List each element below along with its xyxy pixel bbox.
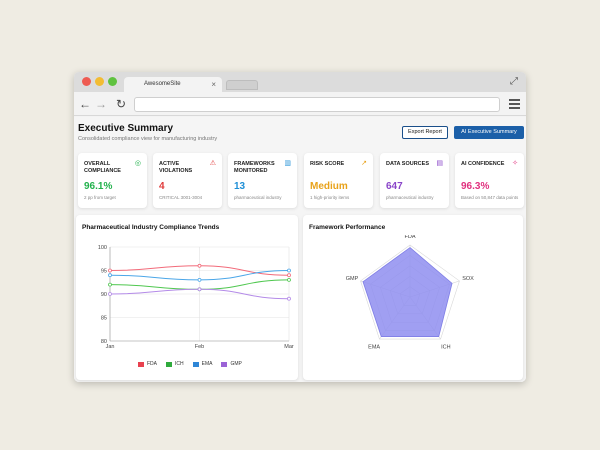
framework-title: Framework Performance — [309, 224, 386, 231]
card-ai-confidence[interactable]: AI CONFIDENCE ✧ 96.3% Based on 50,847 da… — [455, 153, 524, 208]
card-label: AI CONFIDENCE — [461, 161, 505, 167]
radar-axis-label: SOX — [462, 276, 474, 282]
radar-axis-label: EMA — [368, 344, 380, 350]
card-overall-compliance[interactable]: OVERALL COMPLIANCE ◎ 96.1% 2 pp from tar… — [78, 153, 147, 208]
card-value: 96.1% — [84, 181, 113, 192]
url-input[interactable] — [134, 97, 500, 112]
data-point-fda — [197, 263, 202, 268]
trends-title: Pharmaceutical Industry Compliance Trend… — [82, 224, 220, 231]
card-note: 1 high-priority items — [310, 195, 350, 200]
title-bar: AwesomeSite × ⤢ — [74, 72, 526, 93]
framework-panel: Framework Performance FDA SOX ICH EMA GMP — [303, 215, 523, 380]
back-arrow-icon[interactable]: ← — [79, 97, 91, 111]
legend-swatch — [166, 361, 172, 367]
legend-label: GMP — [230, 361, 242, 367]
card-frameworks-monitored[interactable]: FRAMEWORKS MONITORED ▥ 13 pharmaceutical… — [228, 153, 297, 208]
nav-bar: ← → ↻ — [74, 92, 526, 116]
bar-chart-icon: ▥ — [284, 160, 291, 167]
radar-axis-label: GMP — [346, 276, 359, 282]
card-label: DATA SOURCES — [386, 161, 429, 167]
radar-chart: FDA SOX ICH EMA GMP — [346, 235, 474, 350]
page-content: Executive Summary Consolidated complianc… — [74, 117, 526, 382]
database-icon: ▤ — [436, 160, 443, 167]
card-value: 96.3% — [461, 181, 490, 192]
data-point-fda — [287, 273, 291, 278]
data-point-gmp — [108, 292, 112, 296]
card-label: RISK SCORE — [310, 161, 345, 167]
radar-area — [362, 247, 453, 337]
tab-title: AwesomeSite — [144, 81, 181, 87]
browser-tab[interactable]: AwesomeSite × — [124, 77, 222, 93]
legend-item-ema[interactable]: EMA — [192, 361, 213, 367]
legend-label: EMA — [201, 361, 213, 367]
card-label: OVERALL COMPLIANCE — [84, 161, 121, 174]
expand-icon[interactable]: ⤢ — [510, 76, 518, 87]
card-value: 4 — [159, 181, 165, 192]
close-window-button[interactable] — [82, 77, 91, 86]
card-note: pharmaceutical industry — [234, 195, 282, 200]
card-label: FRAMEWORKS MONITORED — [234, 161, 275, 174]
legend-item-gmp[interactable]: GMP — [221, 361, 242, 367]
radar-axis-label: ICH — [441, 344, 451, 350]
card-note: Based on 50,847 data points — [461, 195, 519, 200]
data-point-ema — [108, 273, 112, 278]
y-tick-label: 80 — [101, 339, 107, 345]
x-tick-label: Feb — [195, 344, 204, 350]
radar-grid-ring — [360, 244, 460, 340]
new-tab-button[interactable] — [226, 80, 258, 90]
legend-swatch — [192, 361, 199, 367]
x-tick-label: Jan — [106, 344, 115, 350]
page-subtitle: Consolidated compliance view for manufac… — [78, 136, 218, 142]
card-label: ACTIVE VIOLATIONS — [159, 161, 193, 174]
card-note: CRITICAL 3001-3004 — [159, 195, 203, 200]
data-point-gmp — [197, 287, 202, 292]
card-value: Medium — [310, 181, 348, 192]
trend-icon: ↗ — [361, 160, 367, 167]
hamburger-menu-icon[interactable] — [509, 99, 520, 109]
export-report-button[interactable]: Export Report — [402, 126, 448, 139]
legend-swatch — [138, 361, 144, 367]
chart-legend: FDA ICH EMA GMP — [138, 361, 242, 367]
tab-close-icon[interactable]: × — [211, 80, 216, 89]
ai-summary-button[interactable]: AI Executive Summary — [454, 126, 524, 139]
data-point-ema — [287, 268, 291, 273]
browser-window: AwesomeSite × ⤢ ← → ↻ Executive Summary … — [74, 72, 526, 382]
legend-item-ich[interactable]: ICH — [166, 361, 184, 367]
y-tick-label: 100 — [98, 245, 107, 251]
reload-icon[interactable]: ↻ — [115, 97, 127, 111]
card-note: pharmaceutical industry — [386, 195, 434, 200]
x-tick-label: Mar — [284, 344, 294, 350]
card-value: 13 — [234, 181, 246, 192]
y-tick-label: 95 — [101, 269, 107, 275]
forward-arrow-icon[interactable]: → — [95, 97, 107, 111]
data-point-ema — [197, 278, 202, 282]
card-data-sources[interactable]: DATA SOURCES ▤ 647 pharmaceutical indust… — [380, 153, 449, 208]
card-note: 2 pp from target — [84, 195, 116, 200]
sparkle-icon: ✧ — [512, 160, 518, 167]
maximize-window-button[interactable] — [108, 77, 117, 86]
radar-axis-label: FDA — [405, 235, 416, 240]
legend-swatch — [221, 361, 228, 367]
card-risk-score[interactable]: RISK SCORE ↗ Medium 1 high-priority item… — [304, 153, 373, 208]
y-tick-label: 90 — [101, 292, 107, 298]
data-point-fda — [108, 268, 112, 273]
target-icon: ◎ — [134, 160, 141, 167]
card-active-violations[interactable]: ACTIVE VIOLATIONS ⚠ 4 CRITICAL 3001-3004 — [153, 153, 222, 208]
legend-item-fda[interactable]: FDA — [138, 361, 157, 367]
data-point-ich — [108, 282, 112, 287]
legend-label: ICH — [175, 361, 184, 367]
data-point-ich — [287, 278, 291, 282]
minimize-window-button[interactable] — [95, 77, 104, 86]
warning-icon: ⚠ — [209, 160, 216, 167]
y-tick-label: 85 — [101, 316, 107, 322]
legend-label: FDA — [147, 361, 157, 367]
page-title: Executive Summary — [78, 123, 174, 134]
trends-panel: Pharmaceutical Industry Compliance Trend… — [76, 215, 298, 380]
card-value: 647 — [386, 181, 403, 192]
data-point-gmp — [287, 296, 291, 301]
